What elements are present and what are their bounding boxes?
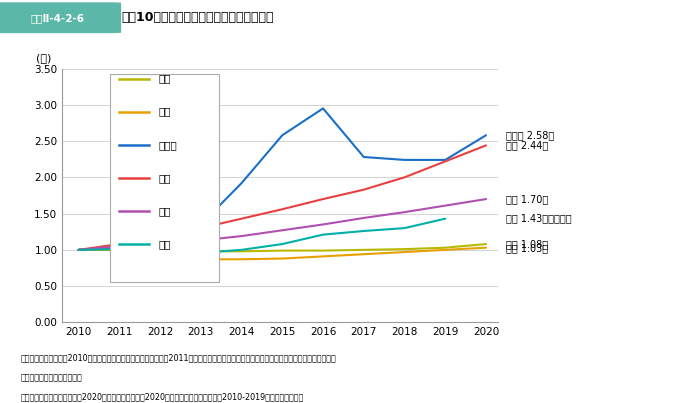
Text: 中国: 中国 <box>158 172 171 183</box>
Text: ロシア 2.58倍: ロシア 2.58倍 <box>506 130 554 140</box>
Text: グラフにしたもの。: グラフにしたもの。 <box>21 374 82 383</box>
Text: 米国 1.03倍: 米国 1.03倍 <box>506 243 548 253</box>
Text: 豪州 1.43倍（注２）: 豪州 1.43倍（注２） <box>506 213 572 223</box>
Text: （注２）　豪州については、2020年度の当初予算額は2020年５月現在未公表のため、2010-2019年の比率を記載。: （注２） 豪州については、2020年度の当初予算額は2020年５月現在未公表のた… <box>21 393 304 401</box>
Text: 米国: 米国 <box>158 107 171 117</box>
Text: ロシア: ロシア <box>158 140 177 150</box>
Text: 最近10年間における主要国の国防費の変化: 最近10年間における主要国の国防費の変化 <box>121 11 273 24</box>
Text: 韓国: 韓国 <box>158 206 171 216</box>
Text: 韓国 1.70倍: 韓国 1.70倍 <box>506 194 548 204</box>
FancyBboxPatch shape <box>110 74 219 282</box>
Text: 日本 1.08倍: 日本 1.08倍 <box>506 239 548 249</box>
Text: 中国 2.44倍: 中国 2.44倍 <box>506 140 548 150</box>
Text: 図表Ⅱ-4-2-6: 図表Ⅱ-4-2-6 <box>30 13 84 23</box>
Text: (倍): (倍) <box>36 54 51 63</box>
Text: （注１）　各国毎に、2010年度の公表国防費を１とした場合の、2011年度以降の各年の公表国防費との比率（小数点第３位を四捨五入）を: （注１） 各国毎に、2010年度の公表国防費を１とした場合の、2011年度以降の… <box>21 353 336 362</box>
Text: 豪州: 豪州 <box>158 239 171 249</box>
FancyBboxPatch shape <box>0 2 121 33</box>
Text: 日本: 日本 <box>158 74 171 84</box>
